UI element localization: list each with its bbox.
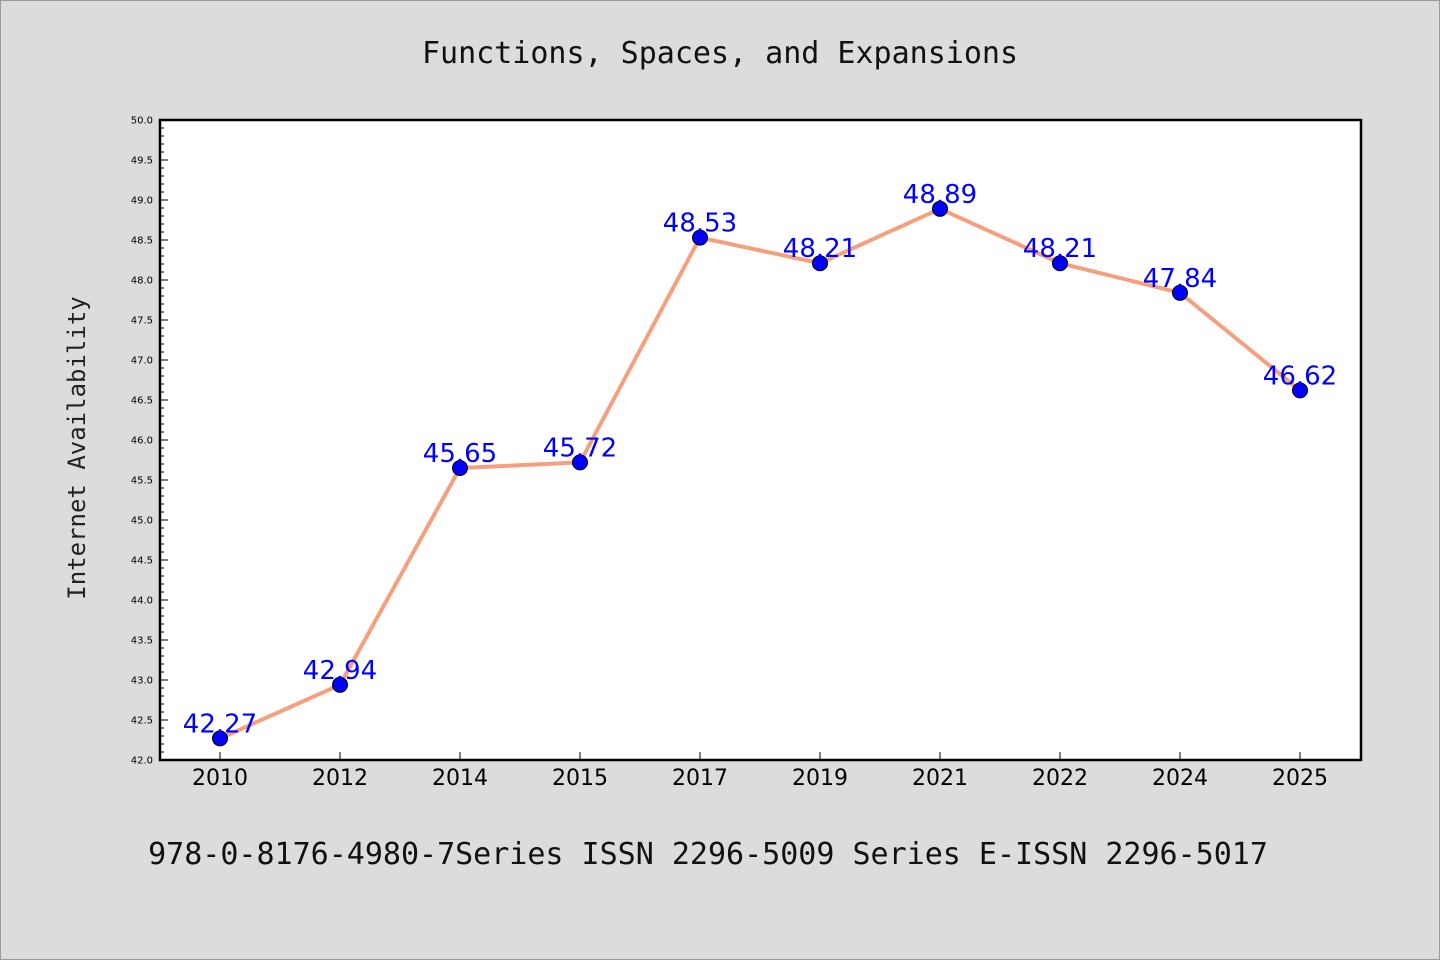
x-tick-label: 2015 [552,766,608,791]
x-tick-label: 2024 [1152,766,1208,791]
y-tick-label: 50.0 [131,116,153,127]
series-polyline [218,206,1302,741]
x-tick-label: 2012 [312,766,368,791]
y-tick-label: 45.5 [131,476,153,487]
y-tick-label: 44.5 [131,556,153,567]
y-tick-label: 42.5 [131,716,153,727]
x-tick-label: 2021 [912,766,968,791]
data-point-marker [212,730,228,747]
data-point-label: 48.89 [903,180,977,210]
data-point-marker [332,676,348,693]
data-point-marker [692,229,708,246]
data-point-label: 48.53 [663,209,737,239]
y-tick-label: 46.5 [131,396,153,407]
data-point-marker [812,255,828,272]
series-line [218,206,1302,741]
y-axis-label: Internet Availability [63,296,91,599]
y-tick-label: 48.5 [131,236,153,247]
footer-isbn-issn: 978-0-8176-4980-7Series ISSN 2296-5009 S… [148,837,1268,872]
data-point-marker [932,200,948,217]
data-point-label: 48.21 [783,234,857,264]
chart-title: Functions, Spaces, and Expansions [422,36,1018,71]
data-point-label: 42.94 [303,656,377,686]
data-point-marker [452,460,468,476]
plot-area [158,118,1363,762]
y-tick-label: 49.0 [131,196,153,207]
data-point-label: 45.72 [543,433,617,463]
data-point-marker [1292,382,1308,399]
data-point-label: 46.62 [1263,361,1337,391]
y-tick-label: 42.0 [131,756,153,767]
data-point-label: 47.84 [1143,264,1217,294]
data-markers [212,200,1308,747]
data-point-label: 45.65 [423,439,497,469]
y-tick-label: 47.0 [131,356,153,367]
x-tick-label: 2022 [1032,766,1088,791]
y-tick-label: 44.0 [131,596,153,607]
x-tick-label: 2025 [1272,766,1328,791]
data-point-label: 48.21 [1023,234,1097,264]
y-tick-label: 48.0 [131,276,153,287]
data-point-marker [1172,284,1188,301]
y-tick-label: 43.0 [131,676,153,687]
x-axis: 2010 2012 2014 2015 2017 2019 2021 2022 2024 2025 [192,752,1328,791]
data-point-marker [572,454,588,471]
x-tick-label: 2014 [432,766,488,791]
y-tick-label: 46.0 [131,436,153,447]
y-tick-label: 49.5 [131,156,153,167]
data-point-marker [1052,255,1068,272]
x-tick-label: 2019 [792,766,848,791]
x-tick-label: 2017 [672,766,728,791]
data-labels: 42.27 42.94 45.65 45.72 48.53 48.21 48.89 48.21… [183,180,1337,740]
x-tick-label: 2010 [192,766,248,791]
data-point-label: 42.27 [183,709,257,739]
y-tick-label: 47.5 [131,316,153,327]
y-tick-label: 43.5 [131,636,153,647]
y-axis: 42.0 42.5 43.0 43.5 44.0 44.5 45.0 45.5 46.0 46.5… [131,116,168,767]
y-tick-label: 45.0 [131,516,153,527]
